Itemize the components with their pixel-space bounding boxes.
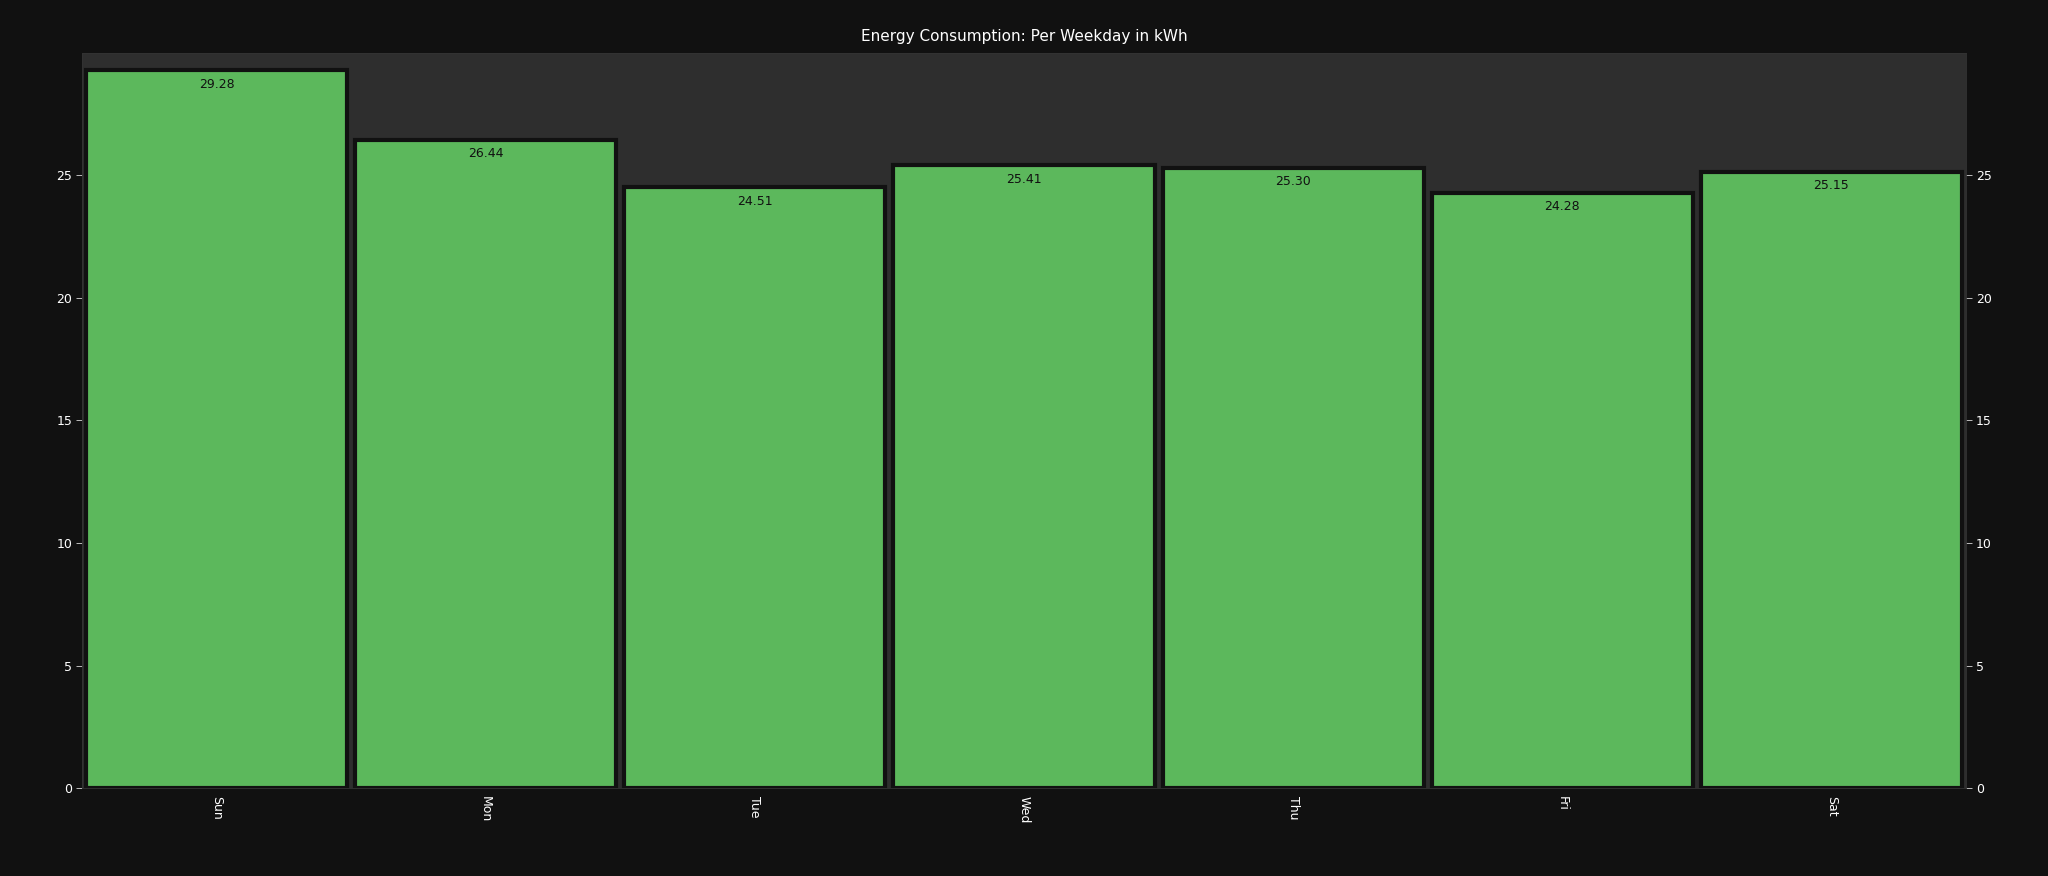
Bar [893, 166, 1155, 788]
Text: 25.15: 25.15 [1815, 179, 1849, 192]
Text: 25.41: 25.41 [1006, 173, 1042, 186]
Bar [625, 187, 885, 788]
Text: 29.28: 29.28 [199, 78, 233, 90]
Text: 25.30: 25.30 [1276, 175, 1311, 188]
Text: 24.51: 24.51 [737, 194, 772, 208]
Text: 24.28: 24.28 [1544, 201, 1581, 213]
Bar [1432, 193, 1694, 788]
Text: 26.44: 26.44 [467, 147, 504, 160]
Bar [354, 140, 616, 788]
Bar [1163, 168, 1423, 788]
Bar [1702, 172, 1962, 788]
Bar [86, 70, 346, 788]
Title: Energy Consumption: Per Weekday in kWh: Energy Consumption: Per Weekday in kWh [860, 30, 1188, 45]
